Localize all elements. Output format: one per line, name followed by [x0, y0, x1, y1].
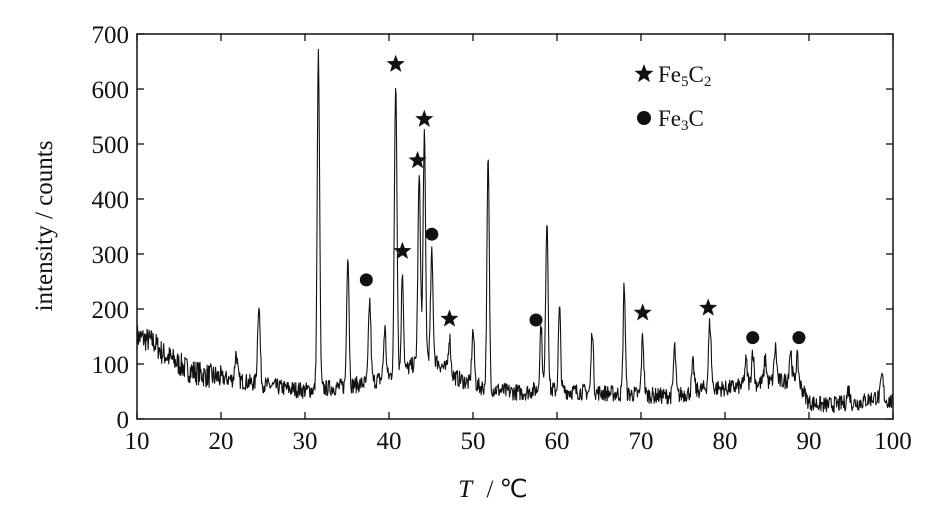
legend-star-shape [634, 64, 654, 83]
fe5c2-star-marker [633, 303, 652, 321]
y-tick-label: 300 [92, 242, 130, 269]
y-tick-label: 100 [92, 352, 130, 379]
x-tick-label: 100 [874, 428, 912, 455]
diffraction-series-line [136, 48, 894, 414]
legend-entry-fe5c2: Fe5C2 [658, 62, 711, 90]
fe5c2-star-marker [408, 151, 427, 169]
x-tick-labels: 10 20 30 40 50 60 70 80 90 100 [125, 428, 912, 455]
legend-star-marker [634, 64, 654, 83]
legend: Fe5C2 Fe3C [634, 62, 711, 134]
fe5c2-star-marker [415, 109, 434, 127]
x-tick-label: 10 [125, 428, 150, 455]
plot-frame [136, 33, 894, 420]
fe5c2-star-marker [699, 298, 718, 316]
y-axis-title: intensity / counts [31, 141, 58, 312]
legend-circle-marker [637, 111, 651, 125]
axis-ticks [136, 33, 894, 420]
x-tick-label: 70 [629, 428, 654, 455]
fe5c2-star-marker [393, 241, 412, 259]
fe3c-circle-marker [359, 273, 373, 287]
phase-markers [359, 54, 806, 345]
legend-entry-fe3c: Fe3C [658, 106, 704, 134]
legend-circle-shape [637, 111, 651, 125]
fe5c2-star-marker [386, 54, 405, 72]
x-tick-label: 60 [545, 428, 570, 455]
x-axis-variable: T [458, 476, 474, 503]
x-tick-label: 90 [797, 428, 822, 455]
x-axis-title: T / ℃ [458, 476, 527, 503]
x-tick-label: 80 [713, 428, 738, 455]
x-tick-label: 30 [293, 428, 318, 455]
fe3c-circle-marker [529, 313, 543, 327]
y-tick-label: 400 [92, 187, 130, 214]
y-tick-label: 200 [92, 297, 130, 324]
fe5c2-star-marker [440, 309, 459, 327]
fe3c-circle-marker [746, 331, 760, 345]
fe3c-circle-marker [425, 227, 439, 241]
x-tick-label: 50 [461, 428, 486, 455]
y-tick-label: 700 [92, 22, 130, 49]
y-tick-label: 600 [92, 77, 130, 104]
x-tick-label: 40 [377, 428, 402, 455]
y-tick-labels: 0 100 200 300 400 500 600 700 [92, 22, 130, 434]
y-tick-label: 500 [92, 132, 130, 159]
x-axis-unit: / ℃ [486, 476, 527, 503]
fe3c-circle-marker [792, 331, 806, 345]
y-tick-label: 0 [117, 407, 130, 434]
x-tick-label: 20 [209, 428, 234, 455]
